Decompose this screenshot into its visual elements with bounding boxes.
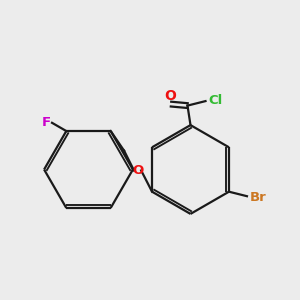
Text: Cl: Cl [208, 94, 222, 107]
Text: F: F [41, 116, 50, 129]
Text: Br: Br [249, 190, 266, 204]
Text: O: O [132, 164, 143, 177]
Text: O: O [164, 88, 176, 103]
